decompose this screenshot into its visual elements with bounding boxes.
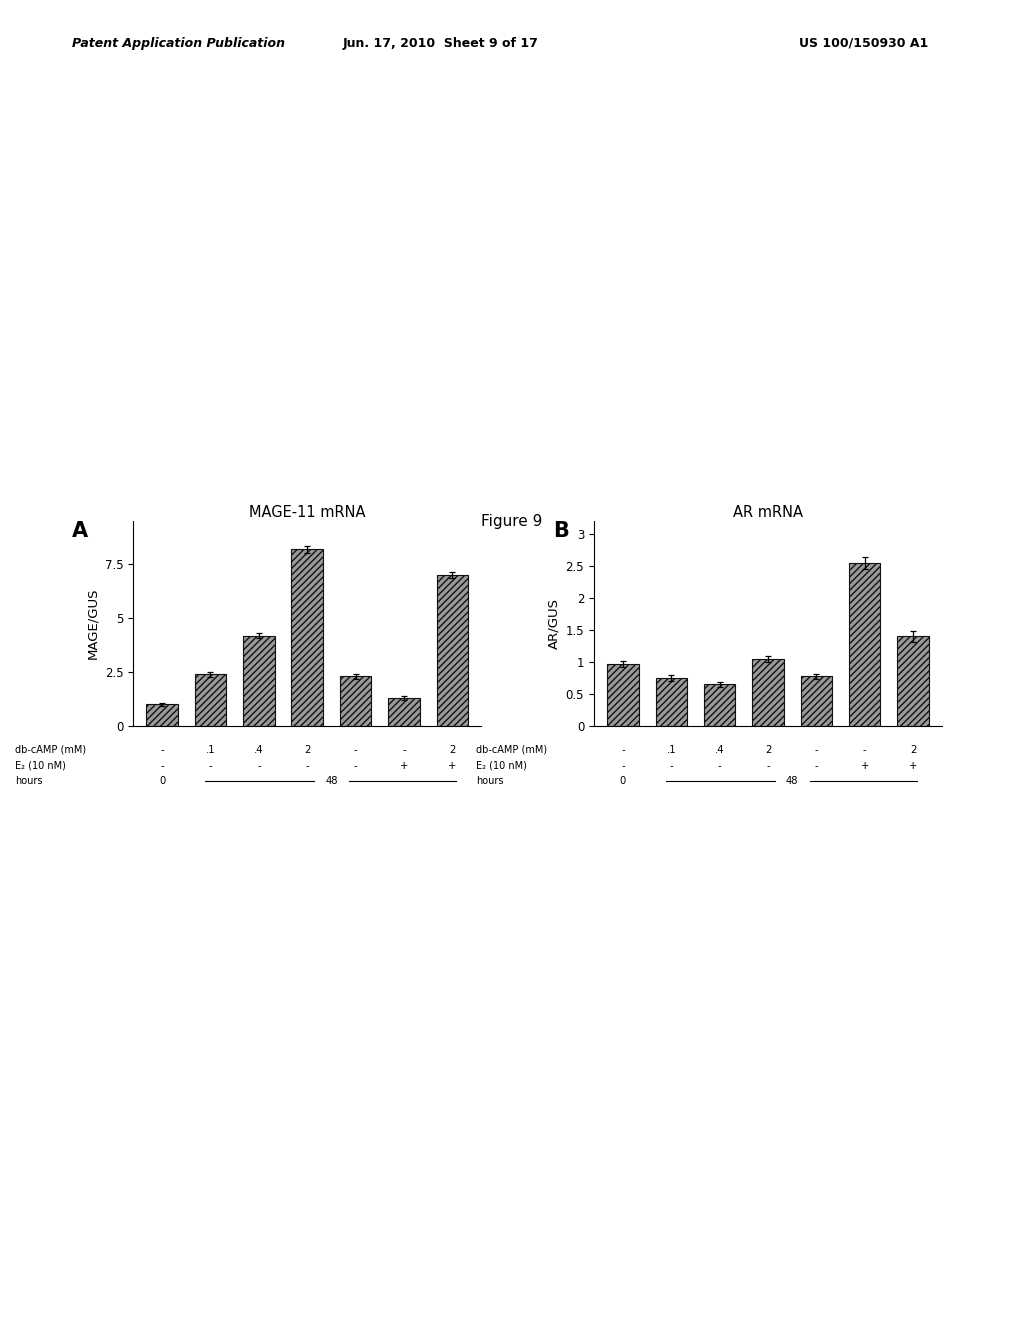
- Bar: [292, 549, 323, 726]
- Text: .4: .4: [715, 744, 724, 755]
- Y-axis label: MAGE/GUS: MAGE/GUS: [86, 587, 99, 660]
- Text: Patent Application Publication: Patent Application Publication: [72, 37, 285, 50]
- Text: -: -: [863, 744, 866, 755]
- Bar: [897, 636, 929, 726]
- Text: -: -: [718, 760, 722, 771]
- Text: -: -: [622, 744, 625, 755]
- Text: E₂ (10 nM): E₂ (10 nM): [15, 760, 67, 771]
- Text: db-cAMP (mM): db-cAMP (mM): [15, 744, 86, 755]
- Text: +: +: [399, 760, 409, 771]
- Text: -: -: [305, 760, 309, 771]
- Text: +: +: [449, 760, 457, 771]
- Bar: [195, 675, 226, 726]
- Text: 2: 2: [910, 744, 916, 755]
- Text: -: -: [161, 744, 164, 755]
- Bar: [340, 676, 372, 726]
- Text: A: A: [72, 521, 88, 541]
- Text: -: -: [161, 760, 164, 771]
- Text: +: +: [860, 760, 869, 771]
- Text: E₂ (10 nM): E₂ (10 nM): [476, 760, 527, 771]
- Bar: [703, 685, 735, 726]
- Bar: [753, 659, 783, 726]
- Text: -: -: [766, 760, 770, 771]
- Text: 2: 2: [304, 744, 310, 755]
- Text: 2: 2: [765, 744, 771, 755]
- Text: 48: 48: [326, 776, 338, 787]
- Bar: [801, 676, 833, 726]
- Bar: [607, 664, 639, 726]
- Text: 48: 48: [786, 776, 799, 787]
- Bar: [243, 635, 274, 726]
- Text: -: -: [353, 760, 357, 771]
- Bar: [146, 705, 178, 726]
- Text: hours: hours: [15, 776, 43, 787]
- Text: .4: .4: [254, 744, 263, 755]
- Text: hours: hours: [476, 776, 504, 787]
- Text: db-cAMP (mM): db-cAMP (mM): [476, 744, 547, 755]
- Text: -: -: [814, 760, 818, 771]
- Text: -: -: [257, 760, 261, 771]
- Text: -: -: [353, 744, 357, 755]
- Text: -: -: [814, 744, 818, 755]
- Bar: [849, 562, 881, 726]
- Text: .1: .1: [206, 744, 215, 755]
- Text: 2: 2: [450, 744, 456, 755]
- Text: +: +: [909, 760, 918, 771]
- Bar: [388, 698, 420, 726]
- Text: -: -: [622, 760, 625, 771]
- Bar: [436, 576, 468, 726]
- Text: -: -: [670, 760, 673, 771]
- Y-axis label: AR/GUS: AR/GUS: [547, 598, 560, 649]
- Text: 0: 0: [159, 776, 165, 787]
- Bar: [655, 678, 687, 726]
- Title: MAGE-11 mRNA: MAGE-11 mRNA: [249, 506, 366, 520]
- Text: -: -: [209, 760, 212, 771]
- Text: .1: .1: [667, 744, 676, 755]
- Text: -: -: [402, 744, 406, 755]
- Text: 0: 0: [620, 776, 626, 787]
- Text: US 100/150930 A1: US 100/150930 A1: [799, 37, 928, 50]
- Text: Jun. 17, 2010  Sheet 9 of 17: Jun. 17, 2010 Sheet 9 of 17: [342, 37, 539, 50]
- Text: B: B: [553, 521, 569, 541]
- Title: AR mRNA: AR mRNA: [733, 506, 803, 520]
- Text: Figure 9: Figure 9: [481, 513, 543, 529]
